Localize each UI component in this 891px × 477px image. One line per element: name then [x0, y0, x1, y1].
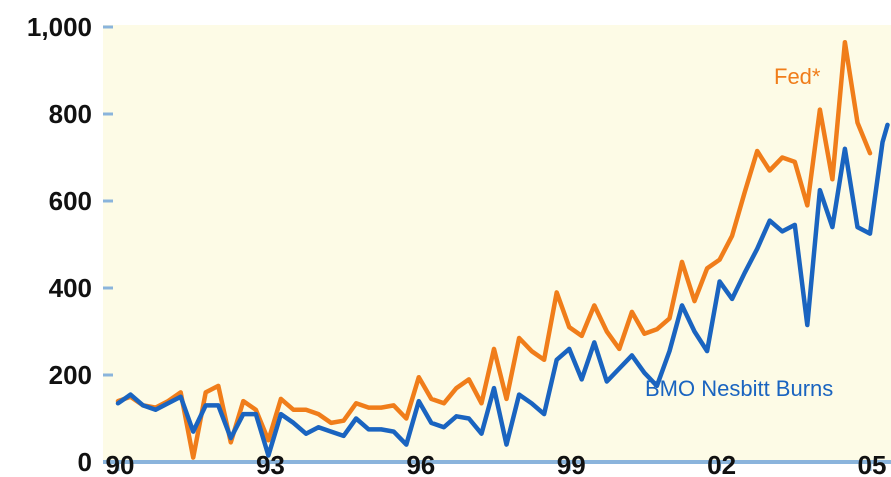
y-axis: 0 200 400 600 800 1,000	[27, 12, 113, 477]
x-axis: 90 93 96 99 02 05	[103, 450, 891, 477]
bmo-series-label: BMO Nesbitt Burns	[645, 376, 833, 401]
fed-series-line	[115, 39, 873, 460]
fed-series-label: Fed*	[774, 64, 821, 89]
x-tick-label: 96	[406, 450, 435, 477]
y-tick-label: 600	[49, 186, 92, 216]
y-tick-label: 1,000	[27, 12, 92, 42]
x-tick-label: 90	[106, 450, 135, 477]
x-tick-label: 05	[858, 450, 887, 477]
x-tick-label: 99	[557, 450, 586, 477]
bmo-series-line	[115, 122, 890, 458]
series-layer	[115, 39, 890, 460]
y-tick-label: 800	[49, 99, 92, 129]
y-tick-label: 400	[49, 273, 92, 303]
x-tick-label: 02	[707, 450, 736, 477]
y-tick-label: 200	[49, 360, 92, 390]
y-tick-label: 0	[78, 447, 92, 477]
